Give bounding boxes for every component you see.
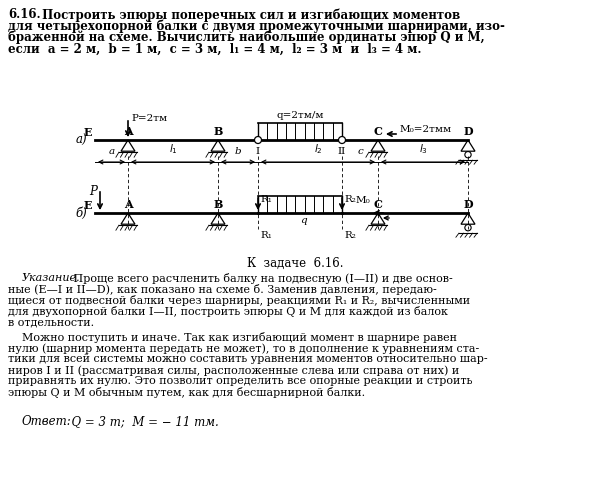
Text: P=2тм: P=2тм xyxy=(131,114,167,123)
Text: Проще всего расчленить балку на подвесную (I—II) и две основ-: Проще всего расчленить балку на подвесну… xyxy=(70,273,453,284)
Text: приравнять их нулю. Это позволит определить все опорные реакции и строить: приравнять их нулю. Это позволит определ… xyxy=(8,376,473,386)
Text: A: A xyxy=(124,126,132,137)
Text: D: D xyxy=(463,199,473,210)
Text: $l_3$: $l_3$ xyxy=(418,142,428,156)
Circle shape xyxy=(339,137,346,144)
Text: D: D xyxy=(463,126,473,137)
Text: M₀=2тмм: M₀=2тмм xyxy=(400,125,452,135)
Text: ниров I и II (рассматривая силы, расположенные слева или справа от них) и: ниров I и II (рассматривая силы, располо… xyxy=(8,365,459,375)
Text: R₂: R₂ xyxy=(344,195,356,204)
Text: I: I xyxy=(256,147,260,156)
Text: E: E xyxy=(84,127,92,138)
Text: эпюры Q и M обычным путем, как для бесшарнирной балки.: эпюры Q и M обычным путем, как для бесша… xyxy=(8,387,365,398)
Text: R₁: R₁ xyxy=(260,195,272,204)
Text: Ответ:: Ответ: xyxy=(22,415,72,428)
Text: браженной на схеме. Вычислить наибольшие ординаты эпюр Q и M,: браженной на схеме. Вычислить наибольшие… xyxy=(8,31,484,44)
Text: b: b xyxy=(235,147,241,156)
Text: Указание.: Указание. xyxy=(22,273,81,283)
Text: $l_2$: $l_2$ xyxy=(314,142,322,156)
Text: C: C xyxy=(373,126,382,137)
Text: R₁: R₁ xyxy=(260,231,272,240)
Text: B: B xyxy=(214,126,222,137)
Text: а): а) xyxy=(76,134,87,147)
Text: c: c xyxy=(357,147,363,156)
Text: если  a = 2 м,  b = 1 м,  c = 3 м,  l₁ = 4 м,  l₂ = 3 м  и  l₃ = 4 м.: если a = 2 м, b = 1 м, c = 3 м, l₁ = 4 м… xyxy=(8,42,421,55)
Text: тики для всей системы можно составить уравнения моментов относительно шар-: тики для всей системы можно составить ур… xyxy=(8,354,487,364)
Text: a: a xyxy=(109,147,114,156)
Text: для двухопорной балки I—II, построить эпюры Q и M для каждой из балок: для двухопорной балки I—II, построить эп… xyxy=(8,306,448,317)
Text: К  задаче  6.16.: К задаче 6.16. xyxy=(247,257,343,270)
Text: q: q xyxy=(300,216,306,225)
Text: ные (E—I и II—D), как показано на схеме б. Заменив давления, передаю-: ные (E—I и II—D), как показано на схеме … xyxy=(8,284,437,295)
Text: 6.16.: 6.16. xyxy=(8,8,41,21)
Text: Построить эпюры поперечных сил и изгибающих моментов: Построить эпюры поперечных сил и изгибаю… xyxy=(38,8,460,22)
Text: P: P xyxy=(89,185,97,198)
Text: B: B xyxy=(214,199,222,210)
Text: б): б) xyxy=(76,207,87,220)
Text: в отдельности.: в отдельности. xyxy=(8,317,94,327)
Text: R₂: R₂ xyxy=(344,231,356,240)
Text: M₀: M₀ xyxy=(355,196,370,205)
Text: Q = 3 т;  M = − 11 тм.: Q = 3 т; M = − 11 тм. xyxy=(64,415,219,428)
Text: Можно поступить и иначе. Так как изгибающий момент в шарнире равен: Можно поступить и иначе. Так как изгибаю… xyxy=(22,332,457,343)
Text: II: II xyxy=(338,147,346,156)
Text: щиеся от подвесной балки через шарниры, реакциями R₁ и R₂, вычисленными: щиеся от подвесной балки через шарниры, … xyxy=(8,295,470,306)
Circle shape xyxy=(254,137,261,144)
Text: $l_1$: $l_1$ xyxy=(169,142,178,156)
Text: A: A xyxy=(124,199,132,210)
Text: для четырехопорной балки с двумя промежуточными шарнирами, изо-: для четырехопорной балки с двумя промежу… xyxy=(8,20,505,33)
Text: нулю (шарнир момента передать не может), то в дополнение к уравнениям ста-: нулю (шарнир момента передать не может),… xyxy=(8,343,479,354)
Text: E: E xyxy=(84,200,92,211)
Text: q=2тм/м: q=2тм/м xyxy=(276,111,324,120)
Text: C: C xyxy=(373,199,382,210)
